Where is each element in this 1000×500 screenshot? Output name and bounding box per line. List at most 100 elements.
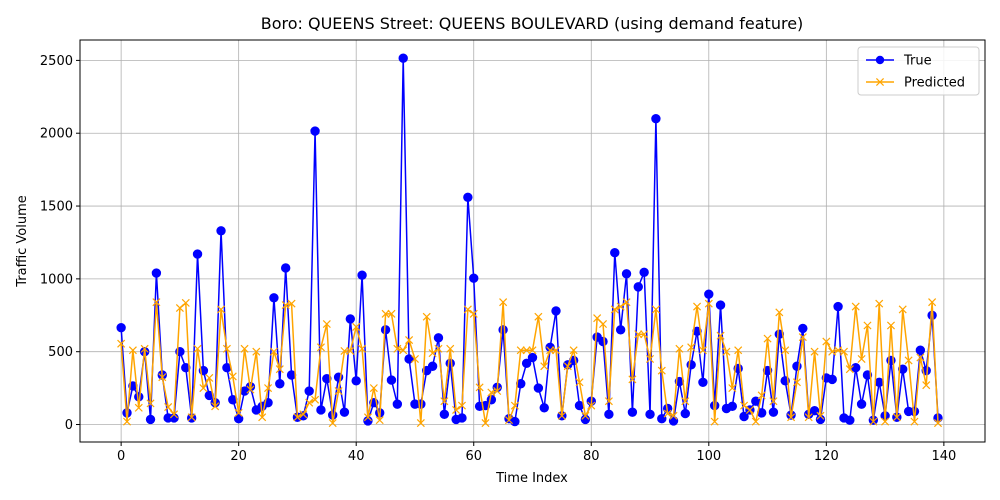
x-marker-stroke — [610, 305, 619, 314]
data-point-predicted — [246, 385, 255, 394]
x-marker-stroke — [540, 362, 549, 371]
x-marker-stroke — [140, 344, 149, 353]
y-tick-label: 2500 — [40, 54, 73, 69]
x-marker-stroke — [922, 381, 931, 390]
x-marker-stroke — [134, 403, 143, 412]
x-marker-stroke — [751, 417, 760, 426]
data-point-predicted — [410, 354, 419, 364]
x-marker-stroke — [334, 386, 343, 396]
x-marker-stroke — [522, 346, 531, 355]
x-marker-stroke — [399, 346, 408, 355]
x-marker-stroke — [710, 417, 719, 426]
x-marker-stroke — [410, 354, 419, 364]
data-point-predicted — [769, 397, 778, 406]
x-tick-label: 20 — [230, 449, 247, 464]
data-point-true — [615, 325, 626, 335]
data-point-true — [915, 345, 926, 355]
x-marker-stroke — [264, 384, 273, 393]
data-point-true — [145, 414, 156, 425]
data-point-predicted — [528, 346, 537, 355]
x-tick-label: 140 — [931, 449, 956, 464]
data-point-predicted — [687, 343, 696, 352]
data-point-true — [316, 405, 326, 415]
x-marker-stroke — [781, 346, 790, 355]
data-point-true — [862, 370, 873, 380]
data-point-predicted — [898, 305, 907, 314]
data-point-true — [621, 269, 632, 279]
data-point-true — [680, 408, 690, 419]
data-point-predicted — [622, 298, 631, 307]
x-marker-stroke — [728, 384, 737, 393]
data-point-true — [715, 300, 726, 310]
data-point-true — [798, 323, 808, 334]
x-marker-stroke — [322, 319, 331, 329]
data-point-predicted — [804, 413, 813, 422]
data-point-predicted — [134, 403, 143, 412]
data-point-predicted — [522, 346, 531, 355]
data-point-predicted — [704, 299, 713, 308]
data-point-predicted — [334, 386, 343, 396]
data-point-predicted — [358, 344, 367, 353]
data-point-true — [357, 270, 367, 280]
data-point-predicted — [534, 312, 543, 321]
data-point-true — [351, 376, 361, 386]
x-marker-stroke — [646, 354, 655, 364]
data-point-predicted — [469, 309, 478, 318]
x-marker-stroke — [346, 346, 355, 355]
x-marker-stroke — [328, 419, 337, 428]
x-marker-stroke — [886, 321, 895, 330]
data-point-predicted — [798, 333, 807, 342]
data-point-predicted — [416, 419, 425, 428]
legend: True Predicted — [857, 46, 980, 96]
x-marker-stroke — [704, 299, 713, 308]
data-point-predicted — [928, 298, 937, 307]
data-point-true — [898, 364, 908, 374]
x-marker-stroke — [740, 401, 749, 410]
x-marker-stroke — [563, 362, 572, 371]
data-point-predicted — [393, 344, 402, 353]
legend-label-true: True — [903, 54, 932, 69]
data-point-true — [322, 373, 332, 384]
data-point-predicted — [475, 383, 484, 392]
data-point-predicted — [675, 344, 684, 353]
x-marker-stroke — [875, 299, 884, 308]
x-marker-stroke — [546, 346, 555, 355]
x-marker-stroke — [446, 344, 455, 353]
legend-marker-true — [875, 55, 885, 65]
data-point-true — [651, 113, 661, 124]
data-point-predicted — [669, 411, 678, 420]
x-marker-stroke — [716, 331, 725, 340]
data-point-predicted — [481, 419, 490, 428]
x-marker-stroke — [305, 398, 314, 407]
x-marker-stroke — [910, 417, 919, 426]
data-point-predicted — [745, 405, 754, 414]
x-marker-stroke — [693, 302, 702, 311]
data-point-predicted — [346, 346, 355, 355]
x-marker-stroke — [640, 330, 649, 339]
data-point-true — [727, 401, 738, 412]
series-predicted — [117, 298, 943, 428]
x-marker-stroke — [669, 411, 678, 420]
data-point-predicted — [499, 298, 508, 307]
x-marker-stroke — [657, 366, 666, 375]
data-point-predicted — [128, 346, 137, 355]
x-marker-stroke — [681, 397, 690, 406]
data-point-predicted — [264, 384, 273, 393]
data-point-predicted — [587, 401, 596, 410]
x-marker-stroke — [634, 330, 643, 339]
data-point-predicted — [199, 384, 208, 393]
data-point-true — [445, 358, 455, 369]
data-point-predicted — [816, 411, 825, 420]
x-marker-stroke — [775, 308, 784, 317]
data-point-true — [833, 301, 843, 312]
y-tick-label: 1500 — [40, 200, 73, 215]
x-marker-stroke — [528, 346, 537, 355]
data-point-predicted — [146, 399, 155, 408]
data-point-true — [345, 314, 356, 324]
data-point-predicted — [205, 373, 214, 382]
x-marker-stroke — [933, 419, 943, 428]
x-tick-label: 80 — [583, 449, 600, 464]
data-point-predicted — [311, 395, 320, 404]
